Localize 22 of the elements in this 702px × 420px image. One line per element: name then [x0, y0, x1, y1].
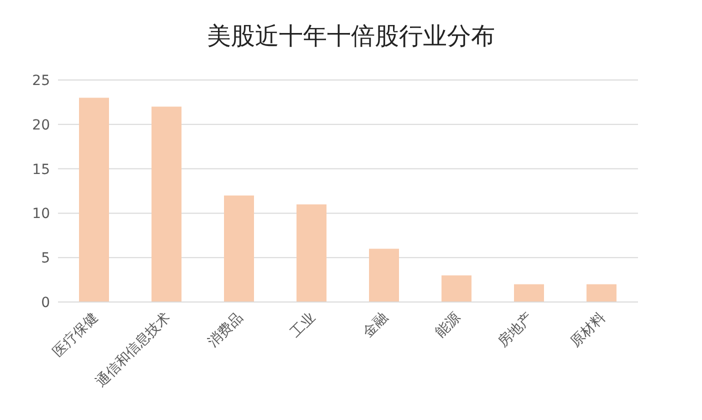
- y-tick-label: 15: [32, 162, 50, 178]
- bar: [296, 204, 326, 302]
- y-tick-label: 0: [41, 294, 50, 311]
- x-tick-label: 消费品: [205, 310, 246, 351]
- x-tick-label: 能源: [432, 310, 464, 341]
- y-tick-label: 5: [41, 250, 50, 267]
- chart-title: 美股近十年十倍股行业分布: [206, 21, 496, 52]
- x-tick-label: 金融: [360, 310, 392, 341]
- bar: [369, 248, 399, 302]
- y-tick-label: 25: [32, 72, 50, 89]
- x-tick-label: 原材料: [568, 310, 609, 351]
- bar: [224, 195, 254, 302]
- x-tick-label: 工业: [287, 310, 319, 341]
- bar: [152, 106, 182, 302]
- y-tick-label: 20: [32, 117, 50, 134]
- bar: [79, 98, 109, 302]
- bar: [442, 275, 472, 302]
- x-tick-label: 医疗保健: [50, 310, 102, 360]
- x-tick-label: 房地产: [495, 310, 536, 351]
- bar: [586, 284, 616, 302]
- y-tick-label: 10: [32, 206, 50, 222]
- bar: [514, 284, 544, 302]
